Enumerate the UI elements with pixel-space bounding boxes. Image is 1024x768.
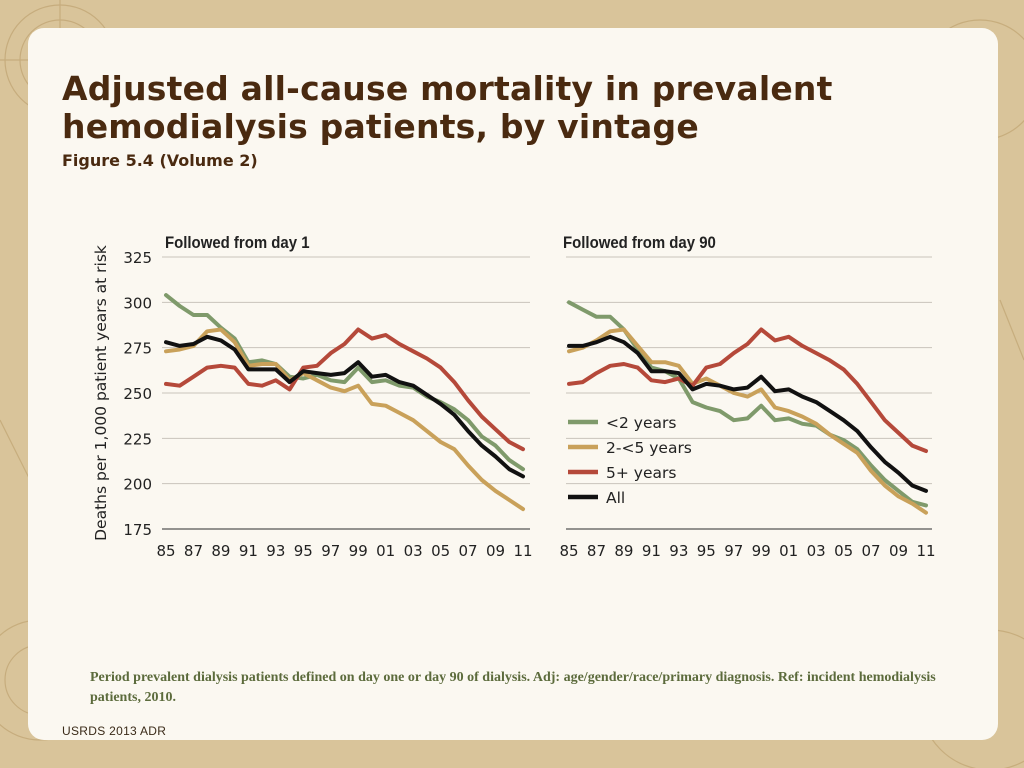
panel-1-ytick-175: 175	[123, 521, 152, 539]
figure-subtitle: Figure 5.4 (Volume 2)	[62, 151, 258, 170]
panel-2-title: Followed from day 90	[563, 234, 716, 252]
legend-label-lt2: <2 years	[606, 414, 676, 432]
panel-2-xtick-01: 01	[779, 542, 798, 560]
panel-1-ytick-300: 300	[123, 294, 152, 312]
panel-2-xtick-03: 03	[807, 542, 826, 560]
panel-2-xtick-05: 05	[834, 542, 853, 560]
panel-1-xtick-93: 93	[266, 542, 285, 560]
source-footer: USRDS 2013 ADR	[62, 724, 167, 738]
legend-label-y2to5: 2-<5 years	[606, 439, 692, 457]
panel-1-xtick-11: 11	[513, 542, 532, 560]
panel-2-line-y2to5	[567, 327, 928, 515]
panel-1-title: Followed from day 1	[165, 234, 310, 252]
panel-1-line-all	[164, 334, 525, 479]
legend-label-y5plus: 5+ years	[606, 464, 676, 482]
panel-2-xtick-85: 85	[559, 542, 578, 560]
panel-1-ytick-200: 200	[123, 476, 152, 494]
panel-2-xtick-93: 93	[669, 542, 688, 560]
chart-footnote: Period prevalent dialysis patients defin…	[90, 670, 936, 705]
panel-1-xtick-07: 07	[459, 542, 478, 560]
panel-2-xtick-09: 09	[889, 542, 908, 560]
panel-1-xtick-99: 99	[349, 542, 368, 560]
panel-1-xtick-01: 01	[376, 542, 395, 560]
panel-1-ytick-250: 250	[123, 385, 152, 403]
panel-2-line-all	[567, 334, 928, 493]
panel-1-xtick-09: 09	[486, 542, 505, 560]
panel-2-xtick-89: 89	[614, 542, 633, 560]
panel-1-ytick-325: 325	[123, 249, 152, 267]
slide-card	[28, 28, 998, 740]
panel-1-ytick-275: 275	[123, 340, 152, 358]
panel-1-xtick-87: 87	[184, 542, 203, 560]
slide-title: Adjusted all-cause mortality in prevalen…	[62, 69, 833, 146]
legend-label-all: All	[606, 489, 625, 507]
panel-2-xtick-99: 99	[752, 542, 771, 560]
panel-2-line-y5plus	[567, 327, 928, 453]
panel-1-line-lt2	[164, 293, 525, 472]
panel-1-xtick-03: 03	[404, 542, 423, 560]
panel-1-line-y5plus	[164, 327, 525, 452]
panel-1-xtick-85: 85	[156, 542, 175, 560]
panel-2-xtick-87: 87	[587, 542, 606, 560]
panel-1-xtick-95: 95	[294, 542, 313, 560]
panel-1-xtick-97: 97	[321, 542, 340, 560]
panel-1-xtick-91: 91	[239, 542, 258, 560]
panel-1-xtick-89: 89	[211, 542, 230, 560]
y-axis-label: Deaths per 1,000 patient years at risk	[92, 245, 110, 541]
panel-2-xtick-97: 97	[724, 542, 743, 560]
panel-1-ytick-225: 225	[123, 430, 152, 448]
panel-2-xtick-07: 07	[862, 542, 881, 560]
panel-2-xtick-91: 91	[642, 542, 661, 560]
panel-1-line-y2to5	[164, 327, 525, 512]
panel-1-xtick-05: 05	[431, 542, 450, 560]
panel-2-xtick-11: 11	[916, 542, 935, 560]
panel-2-xtick-95: 95	[697, 542, 716, 560]
